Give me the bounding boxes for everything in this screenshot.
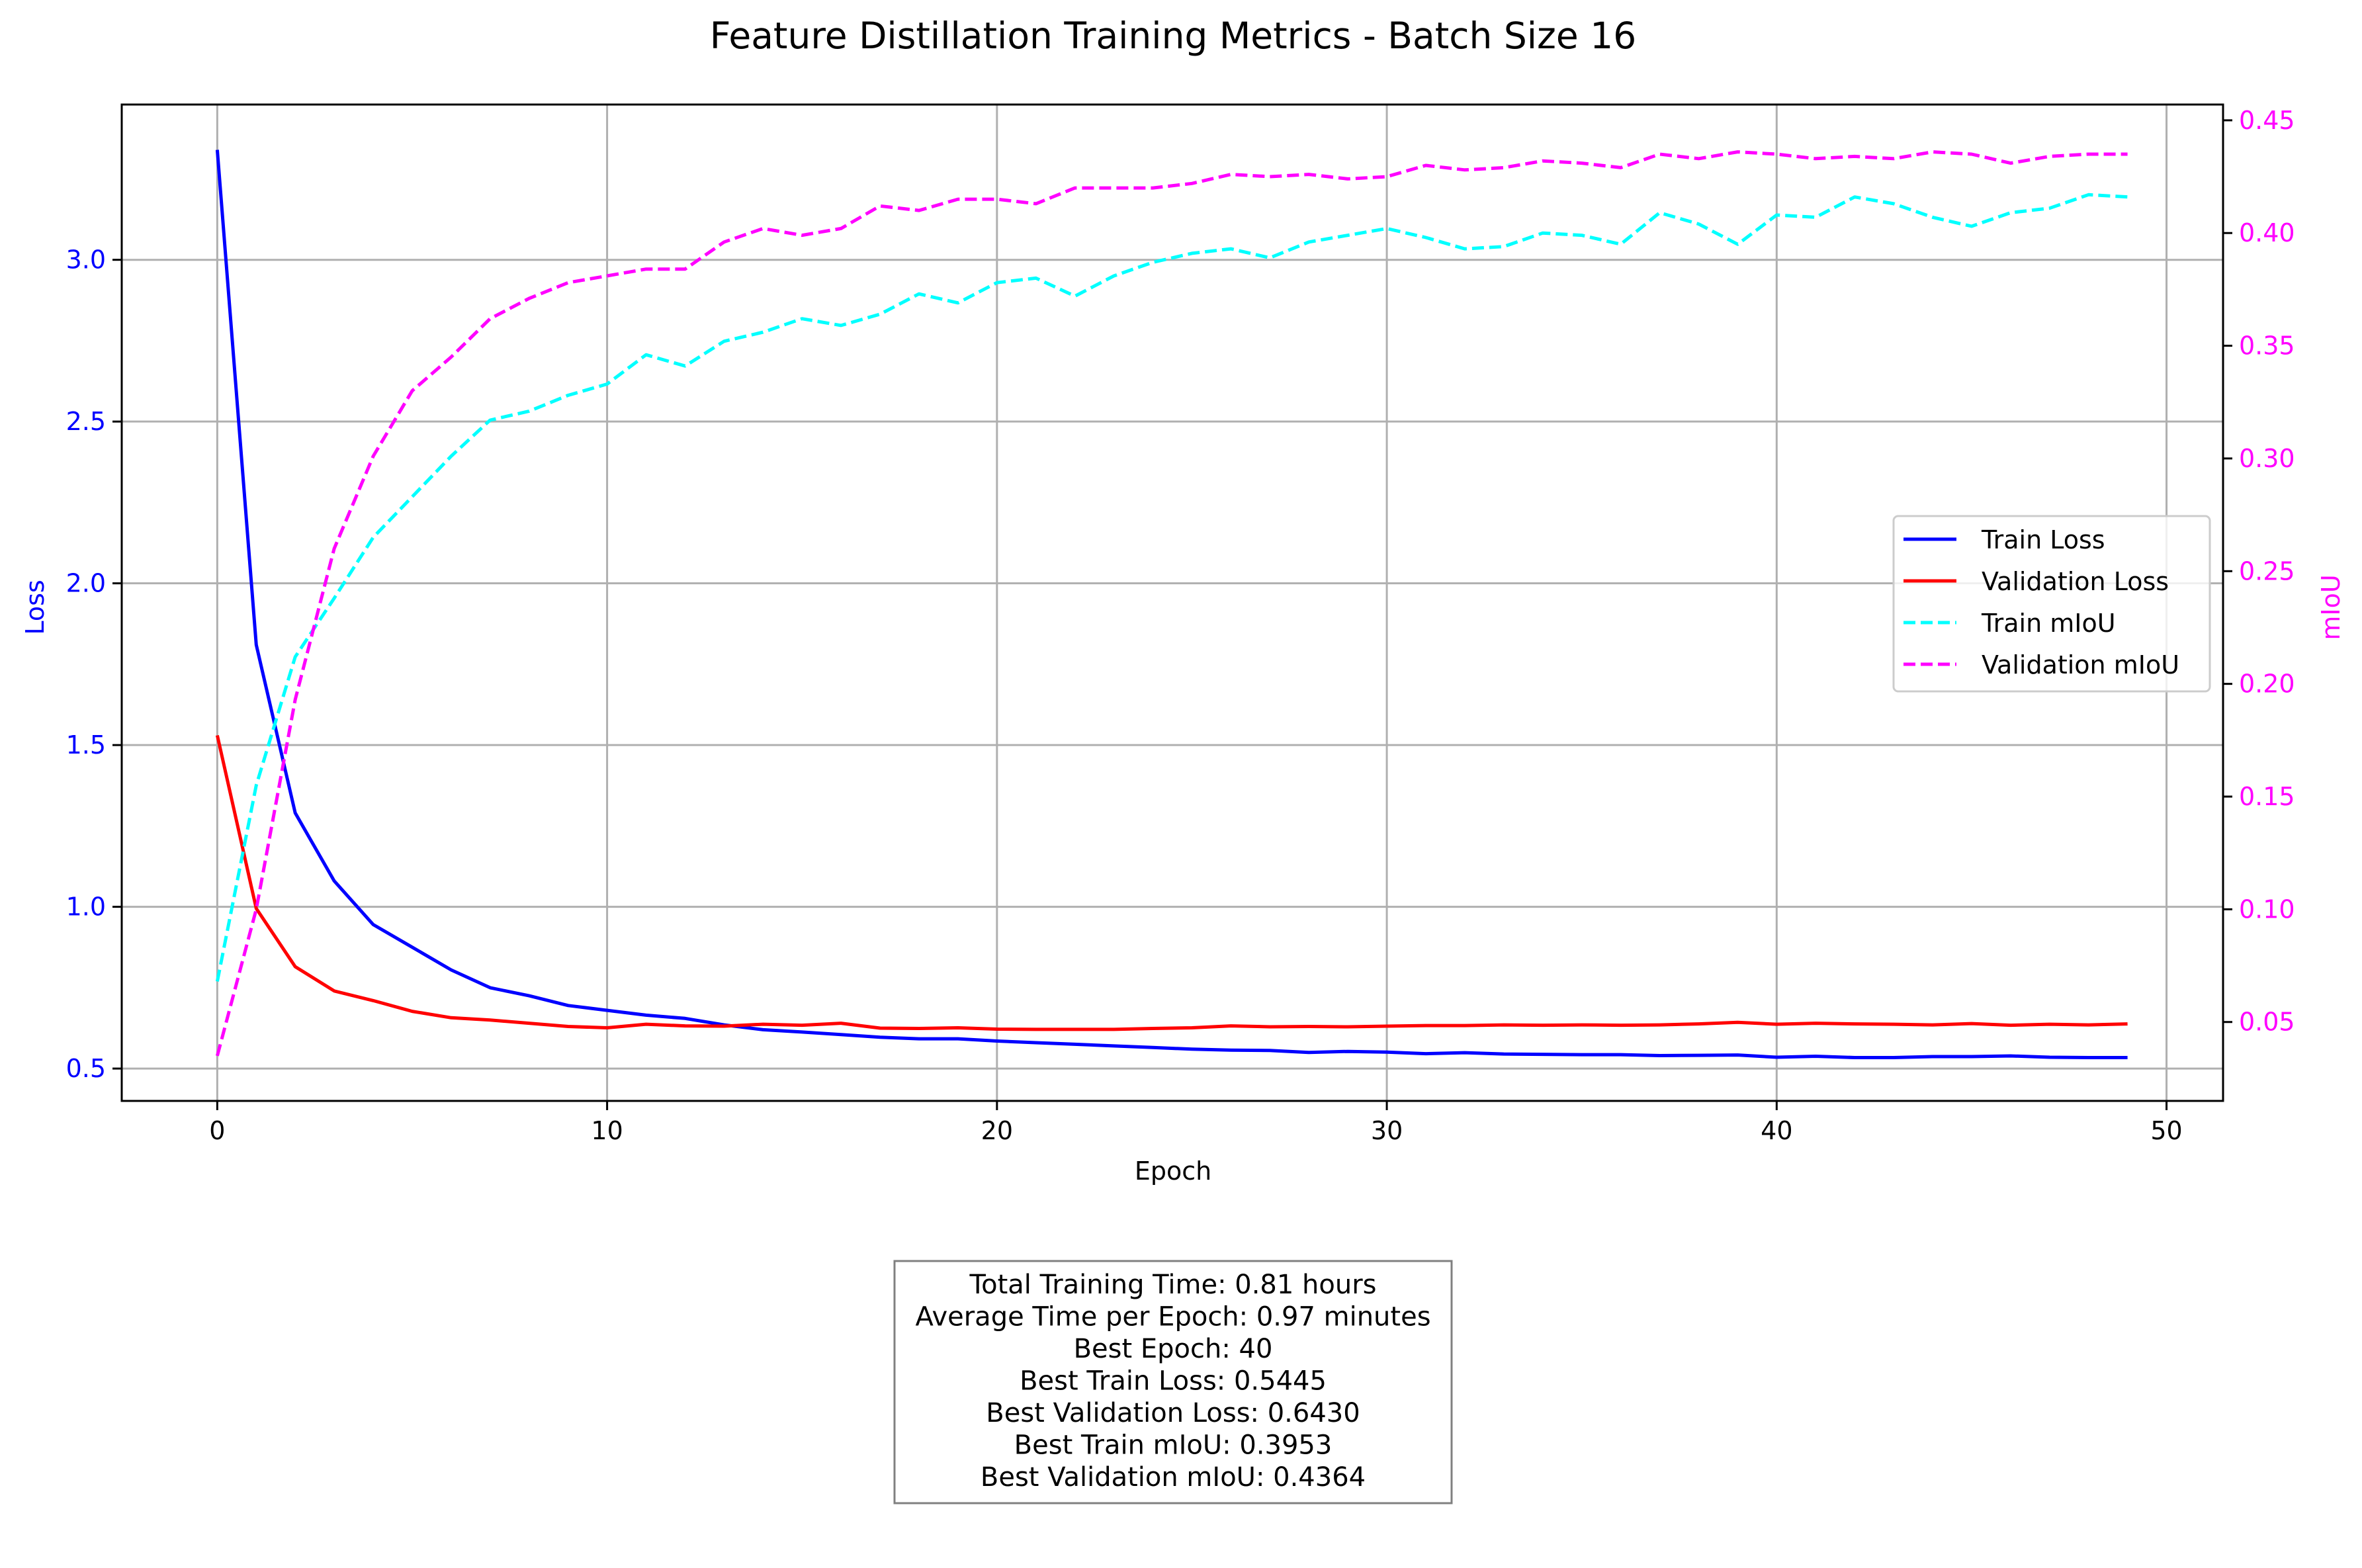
y-right-tick-label: 0.10 <box>2239 894 2295 924</box>
stats-line: Best Validation mIoU: 0.4364 <box>981 1462 1366 1493</box>
y-axis-left-label: Loss <box>21 580 50 634</box>
y-right-tick-label: 0.30 <box>2239 444 2295 473</box>
series-line-validation-loss <box>215 734 2128 1031</box>
y-left-tick-label: 0.5 <box>66 1054 106 1083</box>
y-left-tick-label: 2.5 <box>66 407 106 436</box>
y-right-tick-label: 0.25 <box>2239 556 2295 586</box>
y-right-tick-label: 0.20 <box>2239 670 2295 699</box>
legend-label: Train Loss <box>1981 525 2105 554</box>
plot-frame <box>120 103 2224 1102</box>
x-tick-label: 0 <box>209 1116 225 1145</box>
y-left-tick-label: 3.0 <box>66 245 106 275</box>
y-left-tick-label: 1.5 <box>66 730 106 760</box>
legend-label: Train mIoU <box>1981 609 2116 638</box>
stats-line: Best Validation Loss: 0.6430 <box>986 1398 1360 1428</box>
x-tick-label: 10 <box>591 1116 623 1145</box>
series-line-train-loss <box>215 150 2128 1059</box>
legend-label: Validation Loss <box>1982 567 2169 596</box>
axes: 0 10 20 30 40 50 0.5 1.0 1.5 2.0 2.5 3.0 0.05 0.10 0.1… <box>66 103 2295 1145</box>
legend: Train Loss Validation Loss Train mIoU Valid… <box>1892 515 2211 693</box>
chart-title: Feature Distillation Training Metrics - … <box>710 15 1636 57</box>
x-tick-label: 20 <box>981 1116 1013 1145</box>
x-axis-label: Epoch <box>1135 1156 1211 1186</box>
y-right-tick-label: 0.15 <box>2239 782 2295 811</box>
y-right-tick-label: 0.40 <box>2239 218 2295 247</box>
stats-line: Best Epoch: 40 <box>1074 1334 1273 1364</box>
series-line-validation-miou <box>215 150 2128 1057</box>
stats-box-frame <box>893 1260 1453 1504</box>
stats-line: Best Train mIoU: 0.3953 <box>1014 1430 1333 1461</box>
y-right-tick-label: 0.35 <box>2239 331 2295 361</box>
series-group <box>215 150 2128 1059</box>
x-tick-label: 50 <box>2150 1116 2182 1145</box>
x-tick-label: 40 <box>1761 1116 1792 1145</box>
y-left-tick-label: 1.0 <box>66 893 106 922</box>
stats-line: Average Time per Epoch: 0.97 minutes <box>915 1302 1430 1332</box>
stats-line: Best Train Loss: 0.5445 <box>1020 1366 1327 1397</box>
y-left-tick-label: 2.0 <box>66 569 106 598</box>
legend-frame <box>1892 515 2211 693</box>
y-right-tick-label: 0.45 <box>2239 106 2295 135</box>
series-line-train-miou <box>215 193 2128 982</box>
y-right-tick-label: 0.05 <box>2239 1008 2295 1037</box>
x-tick-label: 30 <box>1371 1116 1403 1145</box>
stats-line: Total Training Time: 0.81 hours <box>969 1270 1377 1300</box>
legend-label: Validation mIoU <box>1982 650 2179 679</box>
y-axis-right-label: mIoU <box>2316 574 2345 640</box>
grid <box>122 105 2223 1101</box>
